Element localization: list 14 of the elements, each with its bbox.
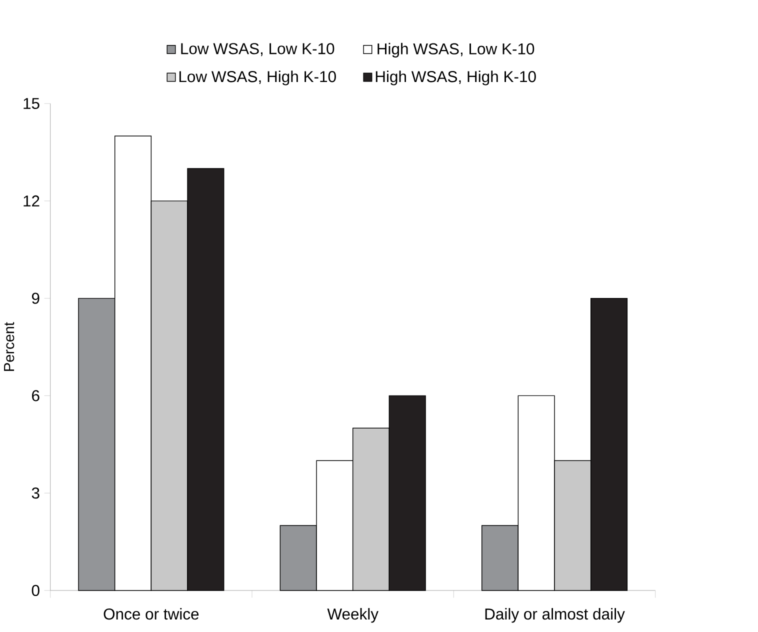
x-tick-label: Once or twice xyxy=(104,608,199,620)
legend-label: Low WSAS, High K-10 xyxy=(179,70,336,86)
x-tick-label: Weekly xyxy=(327,608,378,623)
legend-label: Low WSAS, Low K-10 xyxy=(181,42,334,56)
y-tick-label: 3 xyxy=(32,487,40,499)
y-tick-label: 15 xyxy=(24,98,40,109)
y-tick-label: 6 xyxy=(32,390,40,402)
legend-label: High WSAS, High K-10 xyxy=(376,70,536,86)
x-tick-label: Daily or almost daily xyxy=(485,608,625,623)
y-tick-label: 12 xyxy=(24,195,40,206)
legend-label: High WSAS, Low K-10 xyxy=(378,42,534,58)
y-axis-title: Percent xyxy=(4,322,14,371)
y-tick-label: 9 xyxy=(32,292,40,304)
y-tick-label: 0 xyxy=(32,584,40,596)
